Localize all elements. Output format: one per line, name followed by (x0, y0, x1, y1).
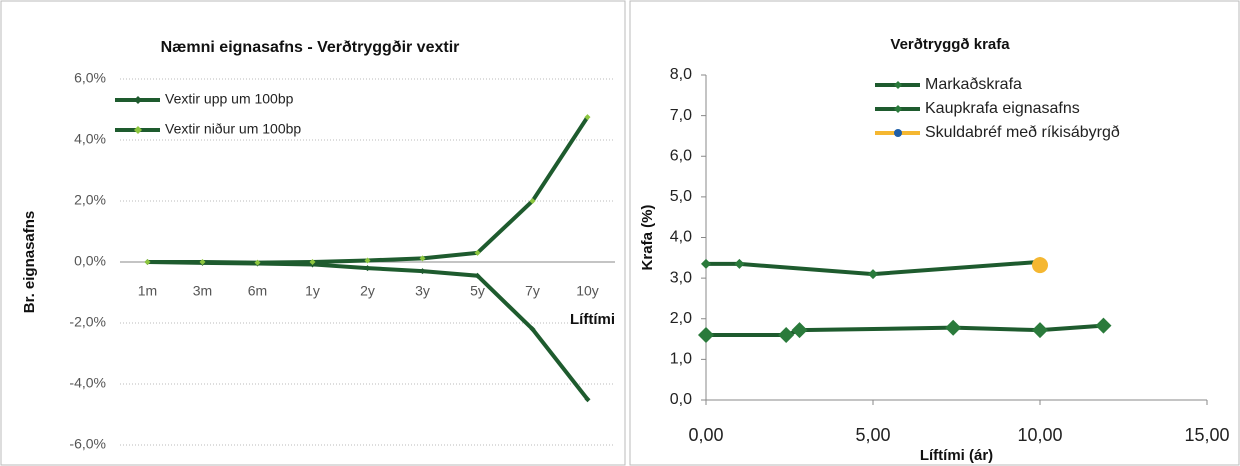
marker (134, 96, 142, 104)
x-tick-label: 5y (470, 283, 485, 299)
marker (419, 255, 426, 262)
marker (894, 81, 902, 89)
y-tick-label: 4,0 (670, 229, 692, 246)
chart-title: Verðtryggð krafa (890, 36, 1010, 53)
marker (584, 114, 591, 121)
marker (868, 269, 878, 280)
series-line (147, 116, 590, 265)
marker (1032, 257, 1048, 274)
y-tick-label: -6,0% (69, 436, 106, 452)
marker (529, 326, 536, 333)
y-tick-label: 4,0% (74, 131, 106, 147)
x-tick-label: 1m (138, 283, 157, 299)
y-axis-label: Br. eignasafns (21, 211, 38, 314)
marker (698, 327, 714, 343)
marker (134, 126, 142, 134)
legend-label: Markaðskrafa (925, 76, 1022, 93)
marker (584, 396, 591, 403)
x-tick-label: 1y (305, 283, 320, 299)
y-tick-label: 1,0 (670, 351, 692, 368)
x-tick-label: 7y (525, 283, 540, 299)
y-tick-label: 7,0 (670, 107, 692, 124)
y-tick-label: 0,0 (670, 391, 692, 408)
marker (894, 105, 902, 113)
y-tick-label: 5,0 (670, 188, 692, 205)
y-tick-label: -2,0% (69, 314, 106, 330)
marker (701, 258, 711, 269)
marker (254, 259, 261, 266)
marker (1032, 322, 1048, 339)
marker (144, 259, 151, 265)
chart-title: Næmni eignasafns - Verðtryggðir vextir (161, 39, 460, 56)
x-tick-label: 15,00 (1184, 425, 1229, 445)
x-tick-label: 3m (193, 283, 212, 299)
panel-frame (0, 0, 626, 466)
marker (894, 129, 902, 137)
legend-label: Vextir niður um 100bp (165, 121, 301, 137)
x-tick-label: 3y (415, 283, 430, 299)
marker (474, 272, 481, 279)
x-axis-label: Líftími (ár) (920, 447, 993, 464)
x-tick-label: 0,00 (688, 425, 723, 445)
legend-label: Vextir upp um 100bp (165, 91, 294, 107)
series-line (706, 259, 1041, 277)
y-tick-label: 6,0% (74, 70, 106, 86)
y-tick-label: 8,0 (670, 66, 692, 83)
y-tick-label: 2,0% (74, 192, 106, 208)
x-tick-label: 6m (248, 283, 267, 299)
x-tick-label: 10,00 (1017, 425, 1062, 445)
y-tick-label: 0,0% (74, 253, 106, 269)
series-line (706, 323, 1104, 337)
marker (529, 198, 536, 204)
x-tick-label: 5,00 (855, 425, 890, 445)
marker (364, 257, 371, 264)
y-tick-label: 6,0 (670, 147, 692, 164)
y-tick-label: -4,0% (69, 375, 106, 391)
marker (734, 258, 745, 269)
y-tick-label: 3,0 (670, 269, 692, 286)
panel-frame (629, 0, 1240, 466)
marker (364, 265, 371, 272)
legend-label: Skuldabréf með ríkisábyrgð (925, 124, 1120, 141)
marker (778, 327, 795, 343)
marker (791, 322, 808, 339)
marker (309, 259, 316, 265)
marker (1095, 317, 1112, 334)
y-tick-label: 2,0 (670, 310, 692, 327)
marker (945, 319, 962, 336)
legend-label: Kaupkrafa eignasafns (925, 100, 1080, 117)
marker (474, 249, 481, 256)
y-axis-label: Krafa (%) (639, 205, 656, 271)
x-axis-label: Líftími (570, 311, 615, 328)
marker (199, 259, 206, 265)
marker (419, 268, 426, 275)
x-tick-label: 2y (360, 283, 375, 299)
x-tick-label: 10y (576, 283, 599, 299)
